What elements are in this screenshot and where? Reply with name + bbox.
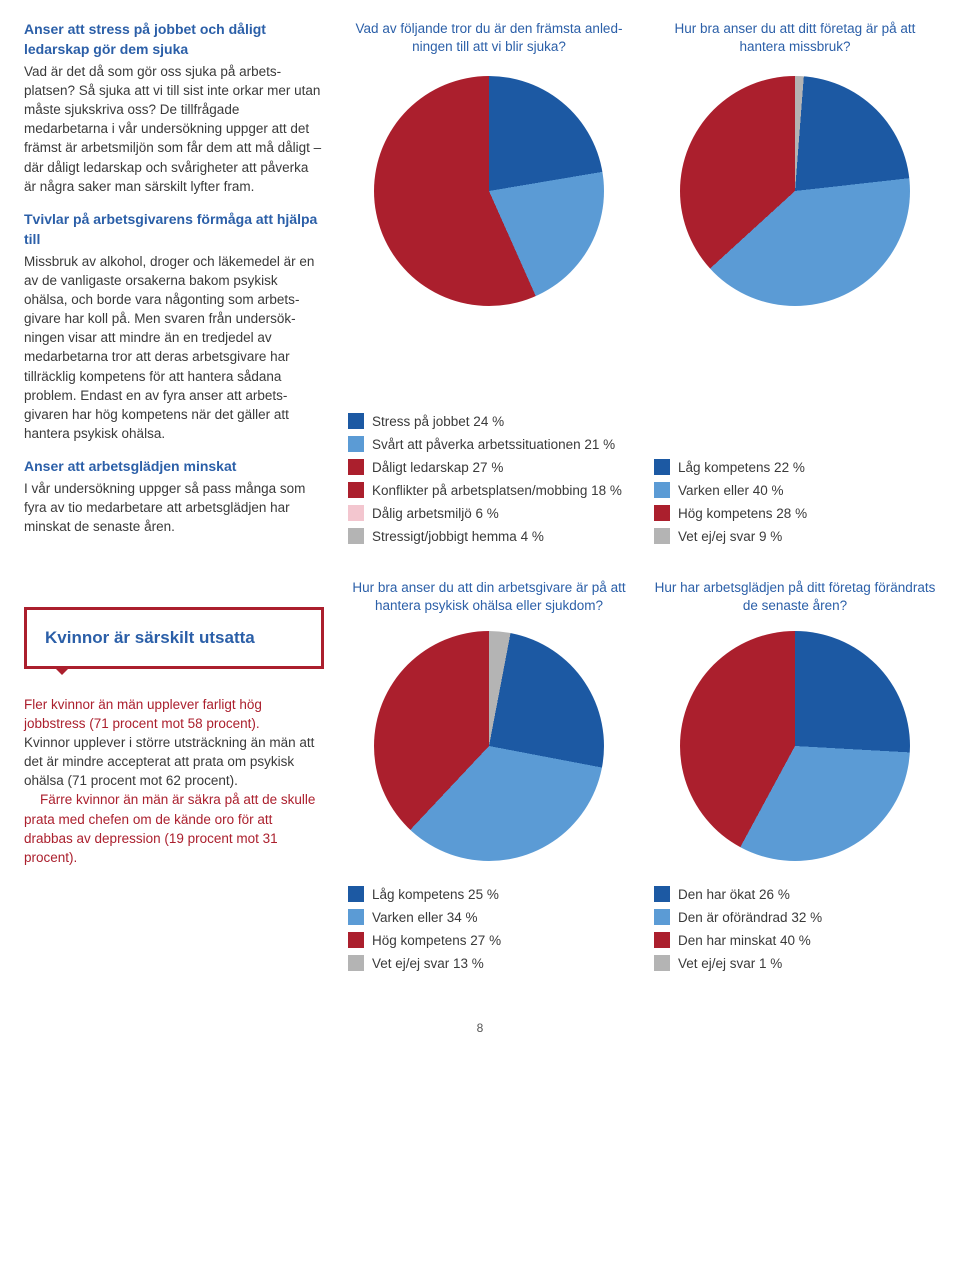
chart-3-title: Hur bra anser du att din arbetsgivare är… [348,579,630,615]
callout-body: Fler kvinnor än män upplever farligt hög… [24,695,324,867]
legend-item: Hög kompetens 27 % [348,931,630,950]
paragraph-1: Vad är det då som gör oss sjuka på arbet… [24,62,324,196]
legend-label: Stress på jobbet 24 % [372,412,504,431]
bottom-charts: Hur bra anser du att din arbetsgivare är… [348,579,936,978]
chart-2-title: Hur bra anser du att ditt företag är på … [654,20,936,60]
legend-swatch [654,909,670,925]
callout-title: Kvinnor är särskilt utsatta [45,626,303,650]
paragraph-2: Missbruk av alkohol, droger och läkemede… [24,252,324,444]
legend-item: Dåligt ledarskap 27 % [348,458,630,477]
legend-item: Stress på jobbet 24 % [348,412,630,431]
legend-label: Låg kompetens 22 % [678,458,805,477]
legend-swatch [654,482,670,498]
legend-item: Varken eller 40 % [654,481,936,500]
legend-item: Den har ökat 26 % [654,885,936,904]
legend-item: Låg kompetens 25 % [348,885,630,904]
legend-label: Hög kompetens 28 % [678,504,807,523]
legend-swatch [654,886,670,902]
chart-3-pie [374,631,604,861]
legend-swatch [654,459,670,475]
callout-line: Kvinnor upplever i större utsträck­ning … [24,733,324,790]
legend-label: Konflikter på arbetsplatsen/mobbing 18 % [372,481,622,500]
legend-item: Svårt att påverka arbetssituationen 21 % [348,435,630,454]
chart-2-legend: Låg kompetens 22 % Varken eller 40 % Hög k… [654,458,936,551]
legend-item: Varken eller 34 % [348,908,630,927]
legend-label: Stressigt/jobbigt hemma 4 % [372,527,544,546]
paragraph-3: I vår undersökning uppger så pass många … [24,479,324,536]
legend-label: Den har minskat 40 % [678,931,811,950]
legend-item: Dålig arbetsmiljö 6 % [348,504,630,523]
legend-label: Vet ej/ej svar 9 % [678,527,782,546]
legend-label: Den har ökat 26 % [678,885,790,904]
chart-1-legend: Stress på jobbet 24 % Svårt att påverka a… [348,412,630,551]
legend-item: Hög kompetens 28 % [654,504,936,523]
legend-swatch [654,505,670,521]
top-charts: Vad av följande tror du är den främsta a… [348,20,936,551]
chart-1-title: Vad av följande tror du är den främsta a… [348,20,630,60]
legend-swatch [348,909,364,925]
legend-label: Dålig arbetsmiljö 6 % [372,504,499,523]
legend-item: Konflikter på arbetsplatsen/mobbing 18 % [348,481,630,500]
legend-label: Vet ej/ej svar 13 % [372,954,484,973]
callout-line: Fler kvinnor än män upplever farligt hög… [24,695,324,733]
chart-1-pie [374,76,604,306]
legend-swatch [348,528,364,544]
legend-label: Svårt att påverka arbetssituationen 21 % [372,435,615,454]
heading-2: Tvivlar på arbetsgivarens förmåga att hj… [24,210,324,250]
legend-swatch [348,505,364,521]
legend-item: Vet ej/ej svar 9 % [654,527,936,546]
legend-swatch [348,413,364,429]
legend-item: Stressigt/jobbigt hemma 4 % [348,527,630,546]
legend-label: Låg kompetens 25 % [372,885,499,904]
legend-swatch [654,528,670,544]
legend-swatch [348,436,364,452]
legend-item: Den har minskat 40 % [654,931,936,950]
legend-item: Vet ej/ej svar 1 % [654,954,936,973]
legend-swatch [348,932,364,948]
heading-1: Anser att stress på jobbet och dåligt le… [24,20,324,60]
callout-box: Kvinnor är särskilt utsatta [24,607,324,669]
chart-2-col: Hur bra anser du att ditt företag är på … [654,20,936,551]
legend-label: Vet ej/ej svar 1 % [678,954,782,973]
legend-swatch [348,459,364,475]
legend-swatch [654,955,670,971]
chart-3-legend: Låg kompetens 25 % Varken eller 34 % Hög k… [348,885,630,978]
page-number: 8 [24,1020,936,1037]
callout-column: Kvinnor är särskilt utsatta Fler kvinnor… [24,579,324,978]
legend-label: Hög kompetens 27 % [372,931,501,950]
legend-item: Den är oförändrad 32 % [654,908,936,927]
chart-3-col: Hur bra anser du att din arbetsgivare är… [348,579,630,978]
chart-4-pie [680,631,910,861]
chart-4-title: Hur har arbetsglädjen på ditt företag fö… [654,579,936,615]
legend-swatch [654,932,670,948]
legend-label: Den är oförändrad 32 % [678,908,822,927]
legend-item: Vet ej/ej svar 13 % [348,954,630,973]
chart-4-col: Hur har arbetsglädjen på ditt företag fö… [654,579,936,978]
legend-swatch [348,482,364,498]
legend-swatch [348,955,364,971]
legend-label: Dåligt ledarskap 27 % [372,458,503,477]
bottom-row: Kvinnor är särskilt utsatta Fler kvinnor… [24,579,936,978]
top-row: Anser att stress på jobbet och dåligt le… [24,20,936,551]
legend-item: Låg kompetens 22 % [654,458,936,477]
heading-3: Anser att arbetsglädjen minskat [24,457,324,477]
legend-swatch [348,886,364,902]
chart-2-pie [680,76,910,306]
chart-4-legend: Den har ökat 26 % Den är oförändrad 32 % D… [654,885,936,978]
chart-1-col: Vad av följande tror du är den främsta a… [348,20,630,551]
article-text-column: Anser att stress på jobbet och dåligt le… [24,20,324,551]
callout-line: Färre kvinnor än män är säkra på att de … [24,790,324,867]
legend-label: Varken eller 34 % [372,908,478,927]
legend-label: Varken eller 40 % [678,481,784,500]
